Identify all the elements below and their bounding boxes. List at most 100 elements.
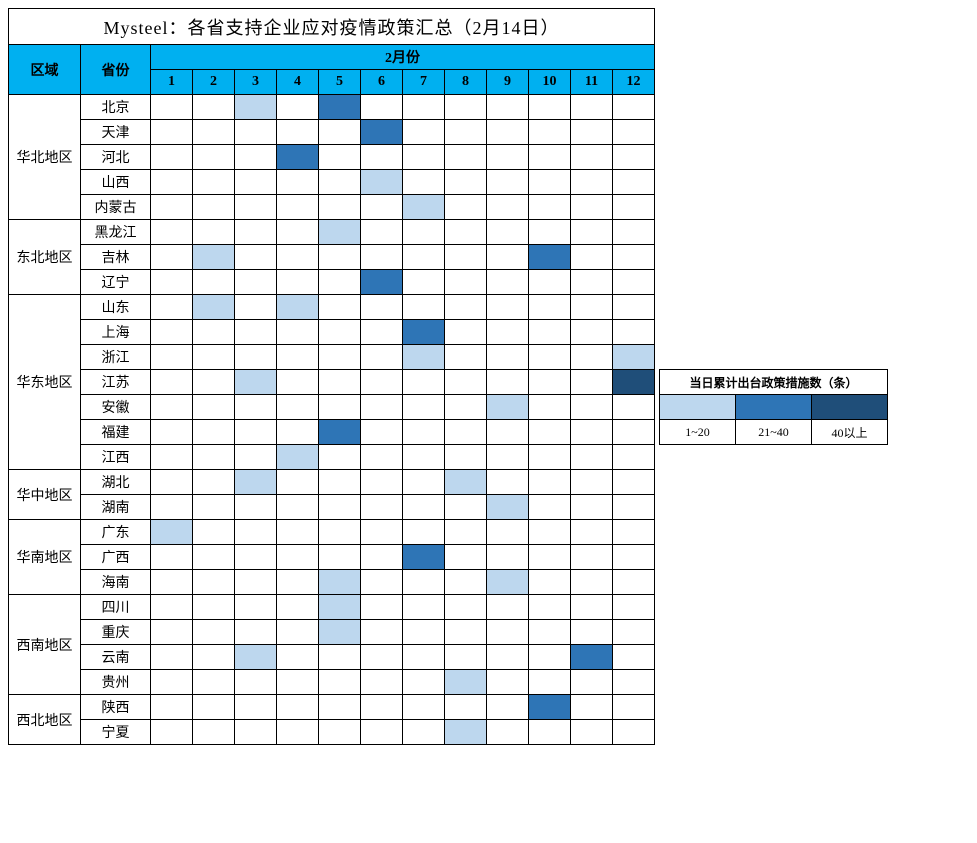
heatmap-cell: [319, 195, 361, 220]
heatmap-cell: [613, 620, 655, 645]
heatmap-cell: [403, 295, 445, 320]
heatmap-cell: [487, 495, 529, 520]
header-day: 11: [571, 70, 613, 95]
heatmap-cell: [361, 145, 403, 170]
heatmap-cell: [277, 545, 319, 570]
heatmap-cell: [487, 320, 529, 345]
heatmap-cell: [193, 720, 235, 745]
heatmap-cell: [613, 420, 655, 445]
heatmap-cell: [319, 395, 361, 420]
heatmap-cell: [319, 370, 361, 395]
heatmap-cell: [487, 370, 529, 395]
heatmap-cell: [235, 420, 277, 445]
heatmap-cell: [403, 420, 445, 445]
heatmap-cell: [403, 720, 445, 745]
heatmap-cell: [193, 570, 235, 595]
heatmap-cell: [613, 645, 655, 670]
heatmap-cell: [235, 95, 277, 120]
heatmap-cell: [235, 695, 277, 720]
heatmap-cell: [193, 395, 235, 420]
region-cell: 华中地区: [9, 470, 81, 520]
heatmap-cell: [445, 495, 487, 520]
heatmap-cell: [319, 495, 361, 520]
heatmap-cell: [403, 620, 445, 645]
heatmap-cell: [151, 370, 193, 395]
heatmap-cell: [445, 295, 487, 320]
heatmap-cell: [571, 220, 613, 245]
heatmap-cell: [445, 595, 487, 620]
heatmap-cell: [529, 645, 571, 670]
heatmap-cell: [319, 295, 361, 320]
heatmap-cell: [613, 720, 655, 745]
heatmap-cell: [319, 720, 361, 745]
heatmap-cell: [151, 145, 193, 170]
heatmap-cell: [571, 445, 613, 470]
province-cell: 重庆: [81, 620, 151, 645]
heatmap-cell: [277, 720, 319, 745]
heatmap-cell: [529, 520, 571, 545]
heatmap-cell: [487, 695, 529, 720]
heatmap-cell: [403, 220, 445, 245]
heatmap-cell: [277, 495, 319, 520]
heatmap-cell: [613, 545, 655, 570]
province-cell: 江苏: [81, 370, 151, 395]
heatmap-cell: [403, 320, 445, 345]
heatmap-cell: [571, 670, 613, 695]
heatmap-cell: [319, 320, 361, 345]
heatmap-cell: [571, 170, 613, 195]
heatmap-cell: [613, 95, 655, 120]
heatmap-cell: [613, 270, 655, 295]
heatmap-cell: [193, 470, 235, 495]
heatmap-cell: [529, 570, 571, 595]
heatmap-cell: [319, 645, 361, 670]
heatmap-cell: [529, 320, 571, 345]
province-cell: 辽宁: [81, 270, 151, 295]
header-day: 4: [277, 70, 319, 95]
legend-title: 当日累计出台政策措施数（条）: [660, 370, 888, 395]
heatmap-cell: [235, 520, 277, 545]
heatmap-cell: [571, 545, 613, 570]
heatmap-cell: [445, 720, 487, 745]
heatmap-cell: [319, 245, 361, 270]
heatmap-cell: [613, 220, 655, 245]
heatmap-cell: [361, 245, 403, 270]
heatmap-cell: [277, 220, 319, 245]
heatmap-cell: [193, 370, 235, 395]
heatmap-cell: [235, 445, 277, 470]
heatmap-cell: [613, 470, 655, 495]
heatmap-cell: [277, 670, 319, 695]
heatmap-cell: [529, 195, 571, 220]
heatmap-cell: [319, 445, 361, 470]
heatmap-cell: [613, 495, 655, 520]
region-cell: 东北地区: [9, 220, 81, 295]
heatmap-cell: [151, 495, 193, 520]
heatmap-cell: [571, 395, 613, 420]
heatmap-cell: [445, 645, 487, 670]
heatmap-cell: [361, 445, 403, 470]
heatmap-cell: [445, 245, 487, 270]
heatmap-cell: [487, 295, 529, 320]
heatmap-cell: [613, 170, 655, 195]
header-month: 2月份: [151, 45, 655, 70]
heatmap-cell: [361, 195, 403, 220]
heatmap-cell: [193, 145, 235, 170]
heatmap-cell: [487, 395, 529, 420]
legend-table: 当日累计出台政策措施数（条）1~2021~4040以上: [659, 369, 888, 445]
heatmap-cell: [571, 295, 613, 320]
heatmap-cell: [487, 520, 529, 545]
heatmap-cell: [571, 520, 613, 545]
heatmap-cell: [151, 720, 193, 745]
header-day: 3: [235, 70, 277, 95]
heatmap-cell: [277, 595, 319, 620]
heatmap-cell: [445, 570, 487, 595]
heatmap-cell: [151, 595, 193, 620]
heatmap-cell: [571, 145, 613, 170]
heatmap-cell: [571, 595, 613, 620]
province-cell: 浙江: [81, 345, 151, 370]
heatmap-cell: [361, 695, 403, 720]
legend-wrapper: 当日累计出台政策措施数（条）1~2021~4040以上: [659, 369, 888, 445]
heatmap-cell: [529, 420, 571, 445]
heatmap-cell: [403, 370, 445, 395]
heatmap-cell: [151, 545, 193, 570]
heatmap-cell: [403, 495, 445, 520]
